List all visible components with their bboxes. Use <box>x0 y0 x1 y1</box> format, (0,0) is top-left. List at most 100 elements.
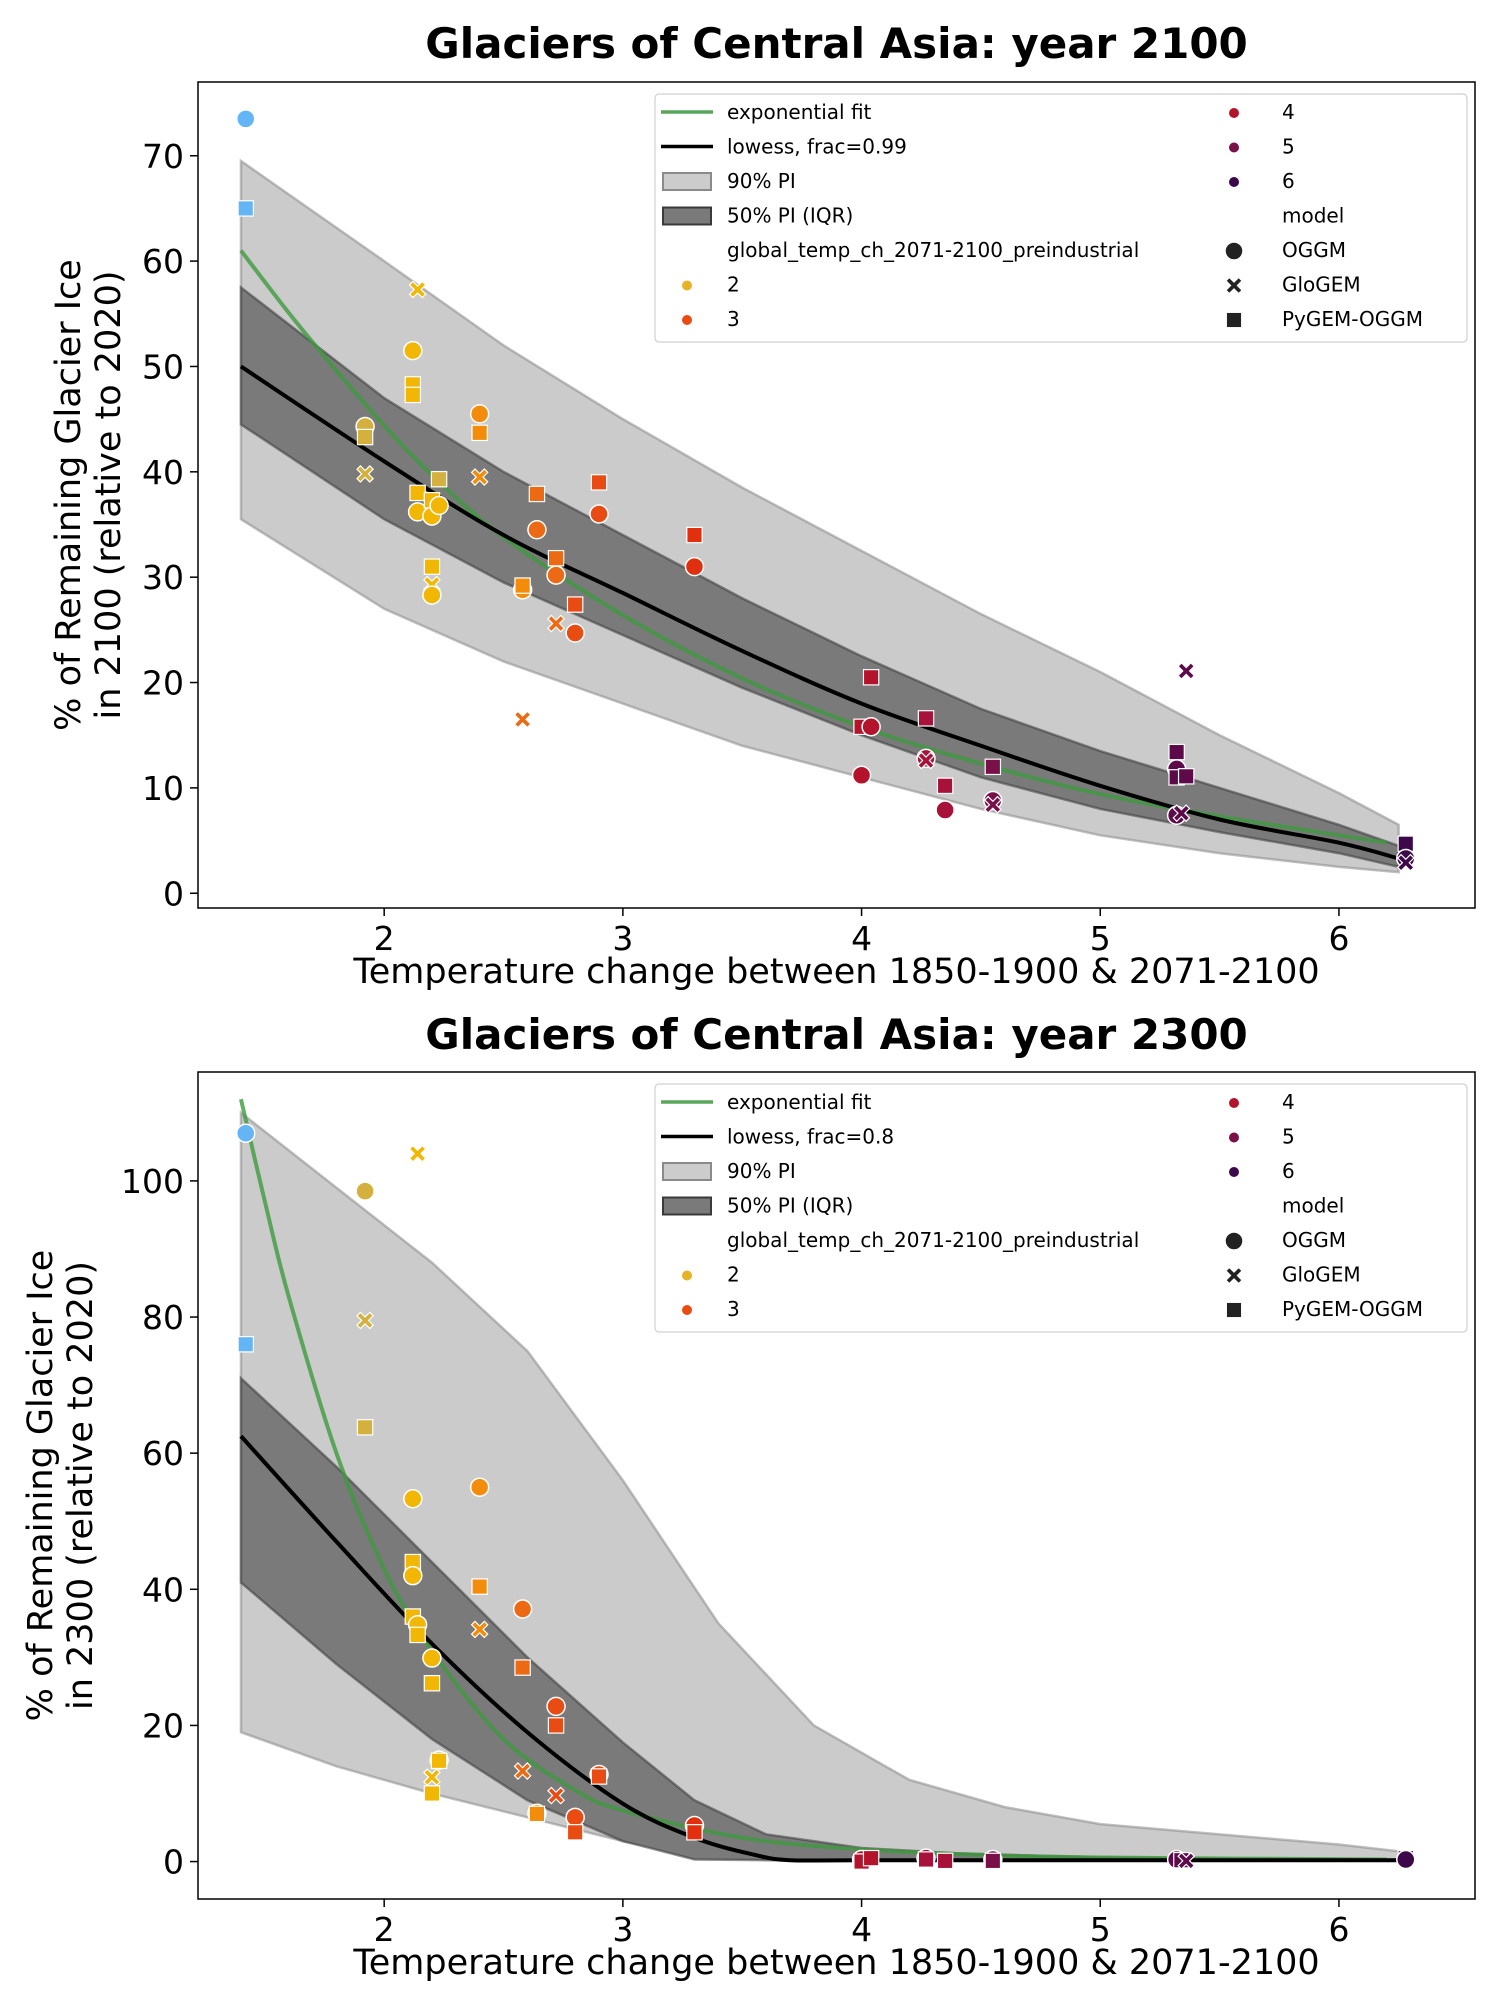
legend-label: 3 <box>727 1297 740 1321</box>
legend-label: 6 <box>1282 1159 1295 1183</box>
legend-label: lowess, frac=0.99 <box>727 135 907 159</box>
legend-label: PyGEM-OGGM <box>1282 307 1423 331</box>
point-pygem-oggm <box>409 484 426 502</box>
legend: exponential fit lowess, frac=0.99 90% PI 50… <box>654 93 1468 343</box>
legend-label: 2 <box>727 273 740 297</box>
legend-label: 4 <box>1282 100 1295 124</box>
legend-marker-oggm <box>1224 241 1244 261</box>
point-oggm <box>546 1696 566 1717</box>
y-axis-label: % of Remaining Glacier Icein 2100 (relat… <box>49 259 129 731</box>
x-axis-label: Temperature change between 1850-1900 & 2… <box>352 952 1319 992</box>
point-pygem-oggm <box>547 549 565 567</box>
point-pygem-oggm <box>686 526 703 544</box>
point-oggm <box>235 109 256 129</box>
y-axis-label: % of Remaining Glacier Icein 2300 (relat… <box>21 1250 101 1722</box>
x-tick-label: 5 <box>1090 1910 1111 1949</box>
point-glogem <box>470 1620 489 1639</box>
point-pygem-oggm <box>547 1717 565 1734</box>
point-pygem-oggm <box>430 470 448 488</box>
point-oggm <box>565 1807 585 1828</box>
point-pygem-oggm <box>514 1659 531 1676</box>
point-pygem-oggm <box>936 777 954 795</box>
point-pygem-oggm <box>590 474 608 491</box>
y-tick-label: 70 <box>142 137 184 176</box>
point-pygem-oggm <box>237 1336 254 1353</box>
point-pygem-oggm <box>566 596 584 613</box>
y-tick-label: 40 <box>142 1570 184 1609</box>
chart-panel-2: Glaciers of Central Asia: year 2300 2 3 4 5 6… <box>21 1010 1476 1983</box>
legend-label: 50% PI (IQR) <box>727 204 853 228</box>
plot-area <box>235 1098 1416 1870</box>
point-pygem-oggm <box>590 1768 608 1785</box>
x-tick-label: 6 <box>1328 919 1349 958</box>
point-glogem <box>356 464 375 483</box>
x-axis-label: Temperature change between 1850-1900 & 2… <box>352 1943 1319 1983</box>
legend-color-dot <box>682 1270 692 1281</box>
point-glogem <box>408 1144 427 1163</box>
legend-section-title: global_temp_ch_2071-2100_preindustrial <box>727 238 1139 262</box>
legend-section-title: model <box>1282 1194 1344 1218</box>
point-glogem <box>356 1311 375 1330</box>
legend-marker-oggm <box>1224 1231 1244 1251</box>
point-pygem-oggm <box>566 1824 584 1841</box>
y-tick-label: 0 <box>163 1843 184 1882</box>
point-oggm <box>469 1477 490 1497</box>
legend-label: GloGEM <box>1282 273 1361 297</box>
point-pygem-oggm <box>862 1849 880 1867</box>
legend-color-dot <box>1229 1098 1239 1108</box>
y-tick-label: 40 <box>142 453 184 492</box>
pi90-band <box>239 158 1400 874</box>
x-tick-label: 3 <box>612 919 633 958</box>
point-pygem-oggm <box>936 1852 954 1870</box>
legend-color-dot <box>1229 177 1239 187</box>
y-tick-label: 80 <box>142 1298 184 1337</box>
point-glogem <box>513 1762 532 1780</box>
point-oggm <box>403 1565 423 1586</box>
legend-label: 3 <box>727 307 740 331</box>
point-pygem-oggm <box>237 200 254 217</box>
point-oggm <box>565 623 585 643</box>
point-oggm <box>355 1181 375 1201</box>
point-glogem <box>1172 804 1191 823</box>
point-oggm <box>469 404 490 424</box>
point-pygem-oggm <box>984 1852 1002 1870</box>
point-oggm <box>235 1123 256 1144</box>
legend-label: 5 <box>1282 135 1295 159</box>
point-oggm <box>546 565 566 585</box>
legend-color-dot <box>682 315 692 325</box>
y-tick-label: 60 <box>142 242 184 281</box>
y-tick-label: 100 <box>121 1162 184 1201</box>
legend-marker-glogem <box>1225 276 1243 295</box>
legend-patch-swatch <box>662 1196 712 1216</box>
legend-label: 5 <box>1282 1125 1295 1149</box>
legend-section-title: global_temp_ch_2071-2100_preindustrial <box>727 1228 1139 1252</box>
axes-frame <box>197 81 1476 909</box>
x-tick-label: 4 <box>851 1910 872 1949</box>
point-glogem <box>547 1786 565 1805</box>
legend-label: OGGM <box>1282 1228 1346 1252</box>
point-oggm <box>1396 1849 1416 1870</box>
y-axis-label-line: % of Remaining Glacier Ice <box>49 259 89 731</box>
legend-color-dot <box>1229 142 1239 153</box>
point-glogem <box>547 614 565 633</box>
x-tick-label: 6 <box>1328 1910 1349 1949</box>
legend-label: 90% PI <box>727 169 796 193</box>
legend-patch-swatch <box>662 1162 712 1181</box>
chart-title: Glaciers of Central Asia: year 2300 <box>425 1010 1248 1059</box>
point-oggm <box>851 765 872 785</box>
point-glogem <box>422 1768 441 1787</box>
legend-label: 90% PI <box>727 1159 796 1183</box>
point-oggm <box>935 800 955 820</box>
point-oggm <box>422 585 442 605</box>
point-oggm <box>422 1648 442 1668</box>
legend-label: 4 <box>1282 1090 1295 1114</box>
axes-frame <box>197 1071 1476 1900</box>
point-pygem-oggm <box>528 485 546 503</box>
point-pygem-oggm <box>984 758 1002 776</box>
y-tick-label: 30 <box>142 558 184 597</box>
exponential-fit-line <box>239 1098 1387 1862</box>
point-pygem-oggm <box>356 1419 374 1436</box>
point-glogem <box>470 468 489 487</box>
legend-marker-glogem <box>1225 1266 1243 1285</box>
